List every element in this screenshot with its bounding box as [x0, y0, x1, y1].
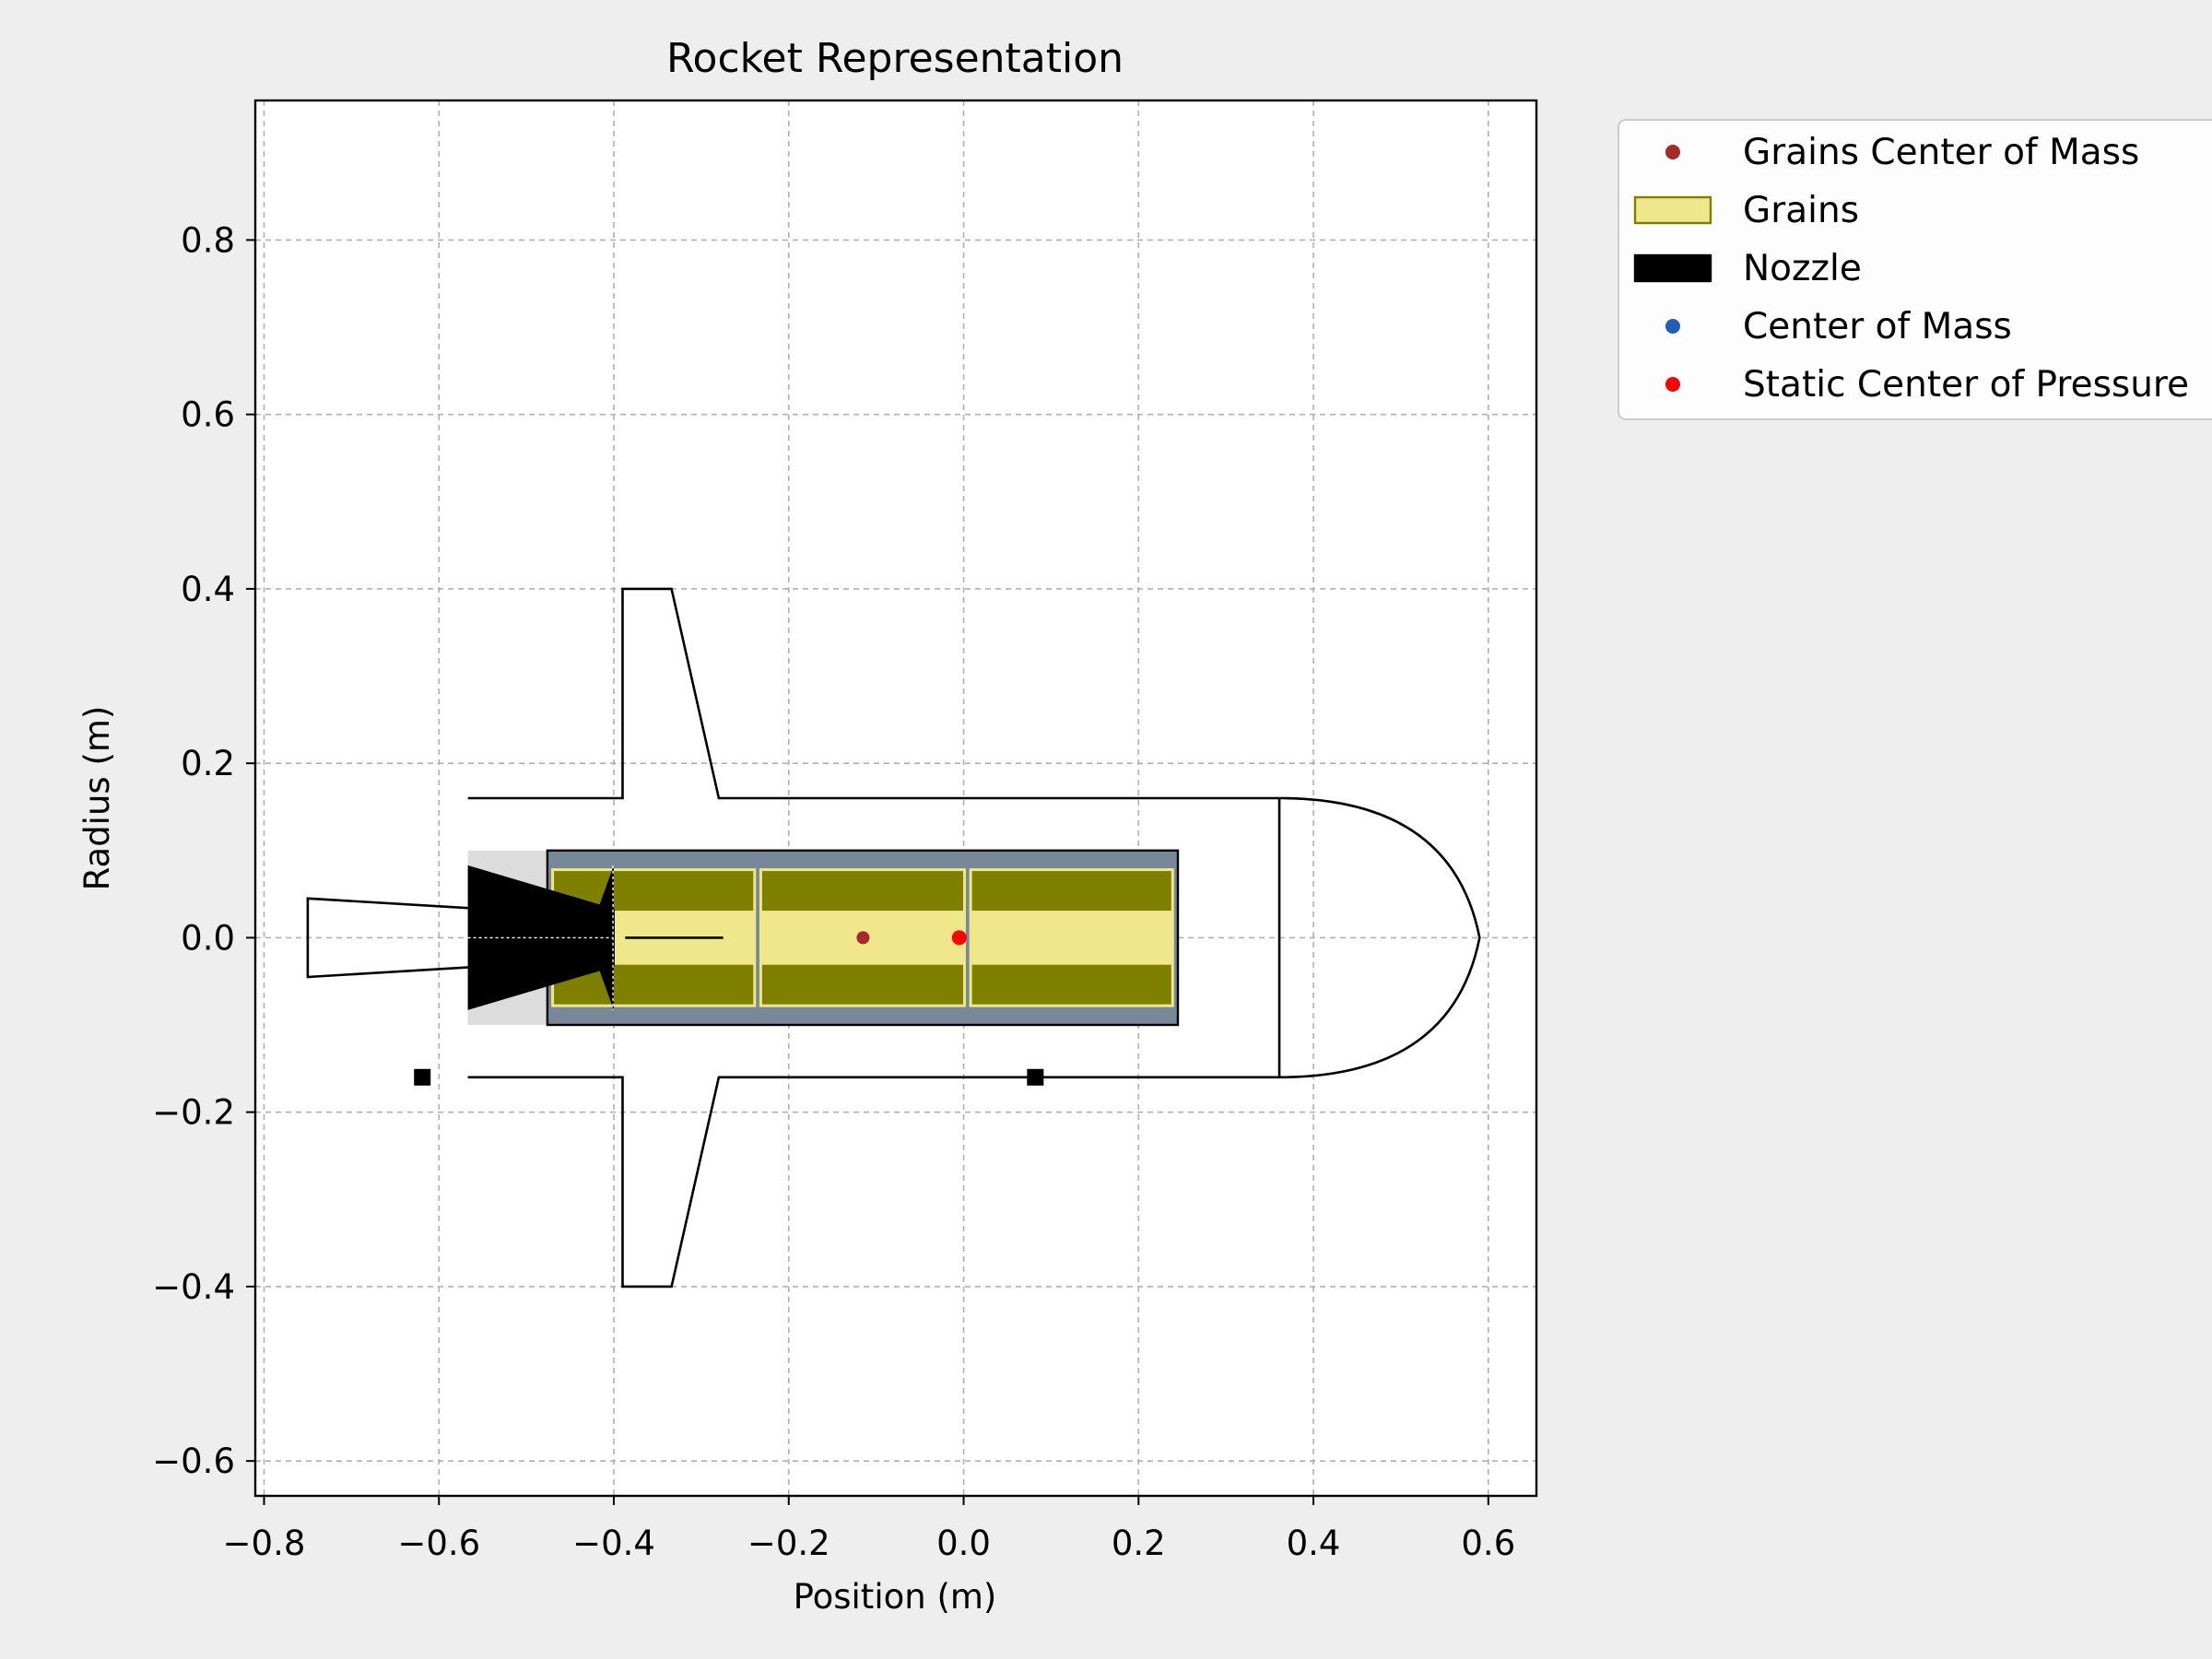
y-tick-label: 0.0	[181, 918, 235, 958]
x-tick-label: −0.2	[747, 1524, 830, 1563]
x-tick-label: −0.6	[397, 1524, 480, 1563]
x-tick-label: −0.4	[572, 1524, 655, 1563]
y-axis-label: Radius (m)	[77, 706, 117, 891]
y-tick-label: −0.6	[152, 1441, 235, 1481]
rail-button-2	[1027, 1068, 1044, 1086]
legend-marker-5	[1665, 377, 1680, 392]
legend-marker-1	[1665, 145, 1680, 159]
legend-label-2: Grains	[1743, 190, 1859, 231]
y-tick-label: 0.4	[181, 570, 235, 609]
grain-core-3	[971, 911, 1173, 965]
x-tick-label: 0.4	[1287, 1524, 1341, 1563]
legend-label-5: Static Center of Pressure	[1743, 364, 2189, 406]
x-tick-label: 0.0	[936, 1524, 991, 1563]
legend-frame	[1618, 119, 2212, 420]
y-tick-label: −0.2	[152, 1093, 235, 1133]
legend-marker-3	[1633, 253, 1712, 283]
legend-label-4: Center of Mass	[1743, 306, 2012, 347]
legend-marker-4	[1665, 319, 1680, 334]
legend: Grains Center of Mass Grains Nozzle Center …	[1618, 119, 2212, 420]
nose-cone	[1279, 796, 1481, 1079]
body-fin-outline-lower	[467, 1076, 1280, 1288]
plot-frame	[253, 99, 1538, 1498]
y-tick-label: 0.6	[181, 395, 235, 435]
body-fin-outline-upper	[467, 587, 1280, 800]
chart-title: Rocket Representation	[666, 35, 1124, 82]
y-tick-label: 0.8	[181, 220, 235, 260]
x-tick-label: −0.8	[223, 1524, 306, 1563]
x-axis-label: Position (m)	[794, 1577, 997, 1617]
legend-label-3: Nozzle	[1743, 248, 1862, 289]
legend-marker-2	[1633, 195, 1712, 225]
y-tick-label: 0.2	[181, 744, 235, 783]
tail-outline	[306, 897, 468, 979]
x-tick-label: 0.6	[1461, 1524, 1515, 1563]
static-center-of-pressure-point	[951, 930, 967, 946]
rail-button-1	[414, 1068, 431, 1086]
y-tick-label: −0.4	[152, 1267, 235, 1307]
legend-label-1: Grains Center of Mass	[1743, 132, 2139, 173]
x-tick-label: 0.2	[1112, 1524, 1166, 1563]
axis-ticks: −0.8 −0.6 −0.4 −0.2 0.0 0.2 0.4 0.6 0.8 0.6 0.4 0.2…	[152, 220, 1515, 1563]
grains-center-of-mass-point	[856, 931, 870, 945]
rocket-drawing	[306, 587, 1481, 1288]
